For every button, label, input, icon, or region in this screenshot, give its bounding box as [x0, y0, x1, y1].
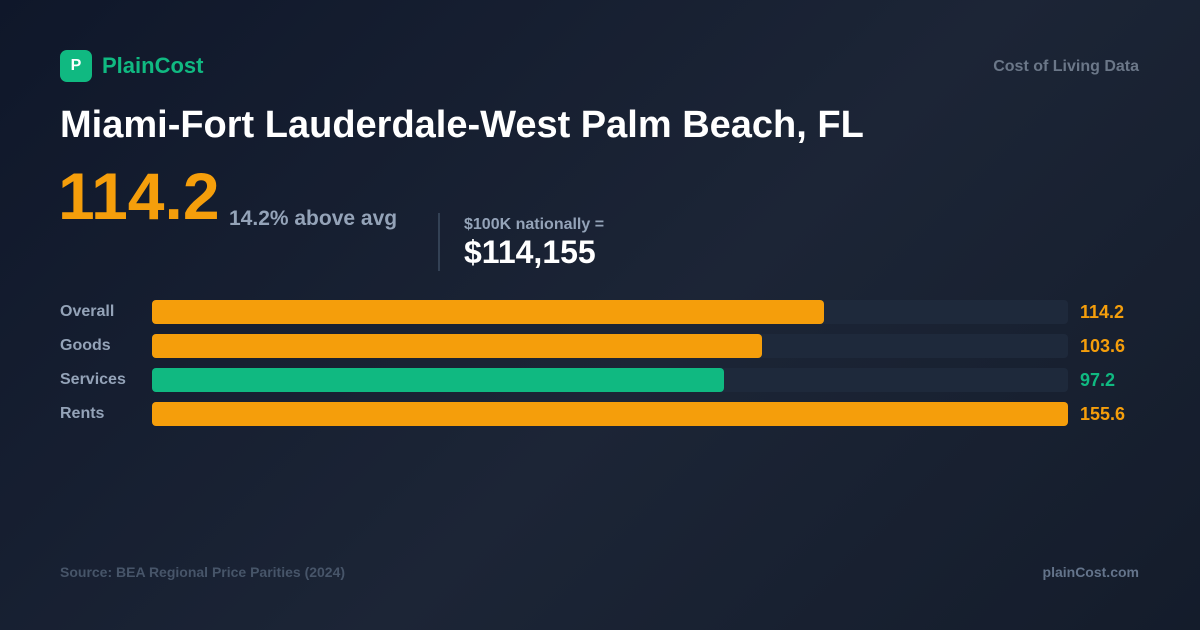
- bar-fill-services: [152, 368, 724, 392]
- bar-fill-rents: [152, 402, 1068, 426]
- comparison-text: 14.2% above avg: [229, 207, 398, 230]
- equivalent-value: $114,155: [464, 234, 596, 270]
- bar-track: [152, 334, 1068, 358]
- divider: [438, 213, 440, 271]
- bar-track: [152, 368, 1068, 392]
- bar-value: 103.6: [1080, 336, 1126, 356]
- bar-label: Goods: [60, 337, 111, 354]
- bar-value: 97.2: [1080, 370, 1116, 390]
- tagline: Cost of Living Data: [993, 58, 1139, 75]
- site-link[interactable]: plainCost.com: [1042, 564, 1139, 580]
- brand-logo: P PlainCost: [60, 50, 203, 82]
- bar-value: 114.2: [1080, 302, 1125, 322]
- bar-fill-overall: [152, 300, 824, 324]
- bar-fill-goods: [152, 334, 762, 358]
- bar-row-rents: Rents 155.6: [60, 401, 1160, 427]
- page-title: Miami-Fort Lauderdale-West Palm Beach, F…: [60, 104, 864, 146]
- source-note: Source: BEA Regional Price Parities (202…: [60, 564, 346, 580]
- equivalent-label: $100K nationally =: [464, 216, 605, 233]
- bar-value: 155.6: [1080, 404, 1126, 424]
- bar-track: [152, 402, 1068, 426]
- bar-label: Services: [60, 371, 126, 388]
- brand-name: PlainCost: [102, 53, 204, 78]
- bar-label: Overall: [60, 303, 115, 320]
- bar-row-overall: Overall 114.2: [60, 299, 1160, 325]
- bar-track: [152, 300, 1068, 324]
- bar-row-goods: Goods 103.6: [60, 333, 1160, 359]
- bar-row-services: Services 97.2: [60, 367, 1160, 393]
- bar-label: Rents: [60, 405, 105, 422]
- overall-index-value: 114.2: [58, 159, 220, 233]
- logo-mark: P: [60, 50, 92, 82]
